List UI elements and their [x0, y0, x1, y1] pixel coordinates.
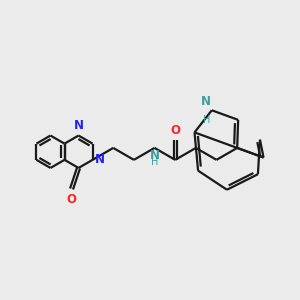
Text: N: N [200, 95, 210, 108]
Text: H: H [203, 115, 210, 125]
Text: N: N [95, 153, 105, 166]
Text: O: O [170, 124, 180, 137]
Text: H: H [152, 157, 159, 167]
Text: N: N [150, 149, 160, 162]
Text: N: N [74, 119, 83, 132]
Text: O: O [67, 193, 76, 206]
